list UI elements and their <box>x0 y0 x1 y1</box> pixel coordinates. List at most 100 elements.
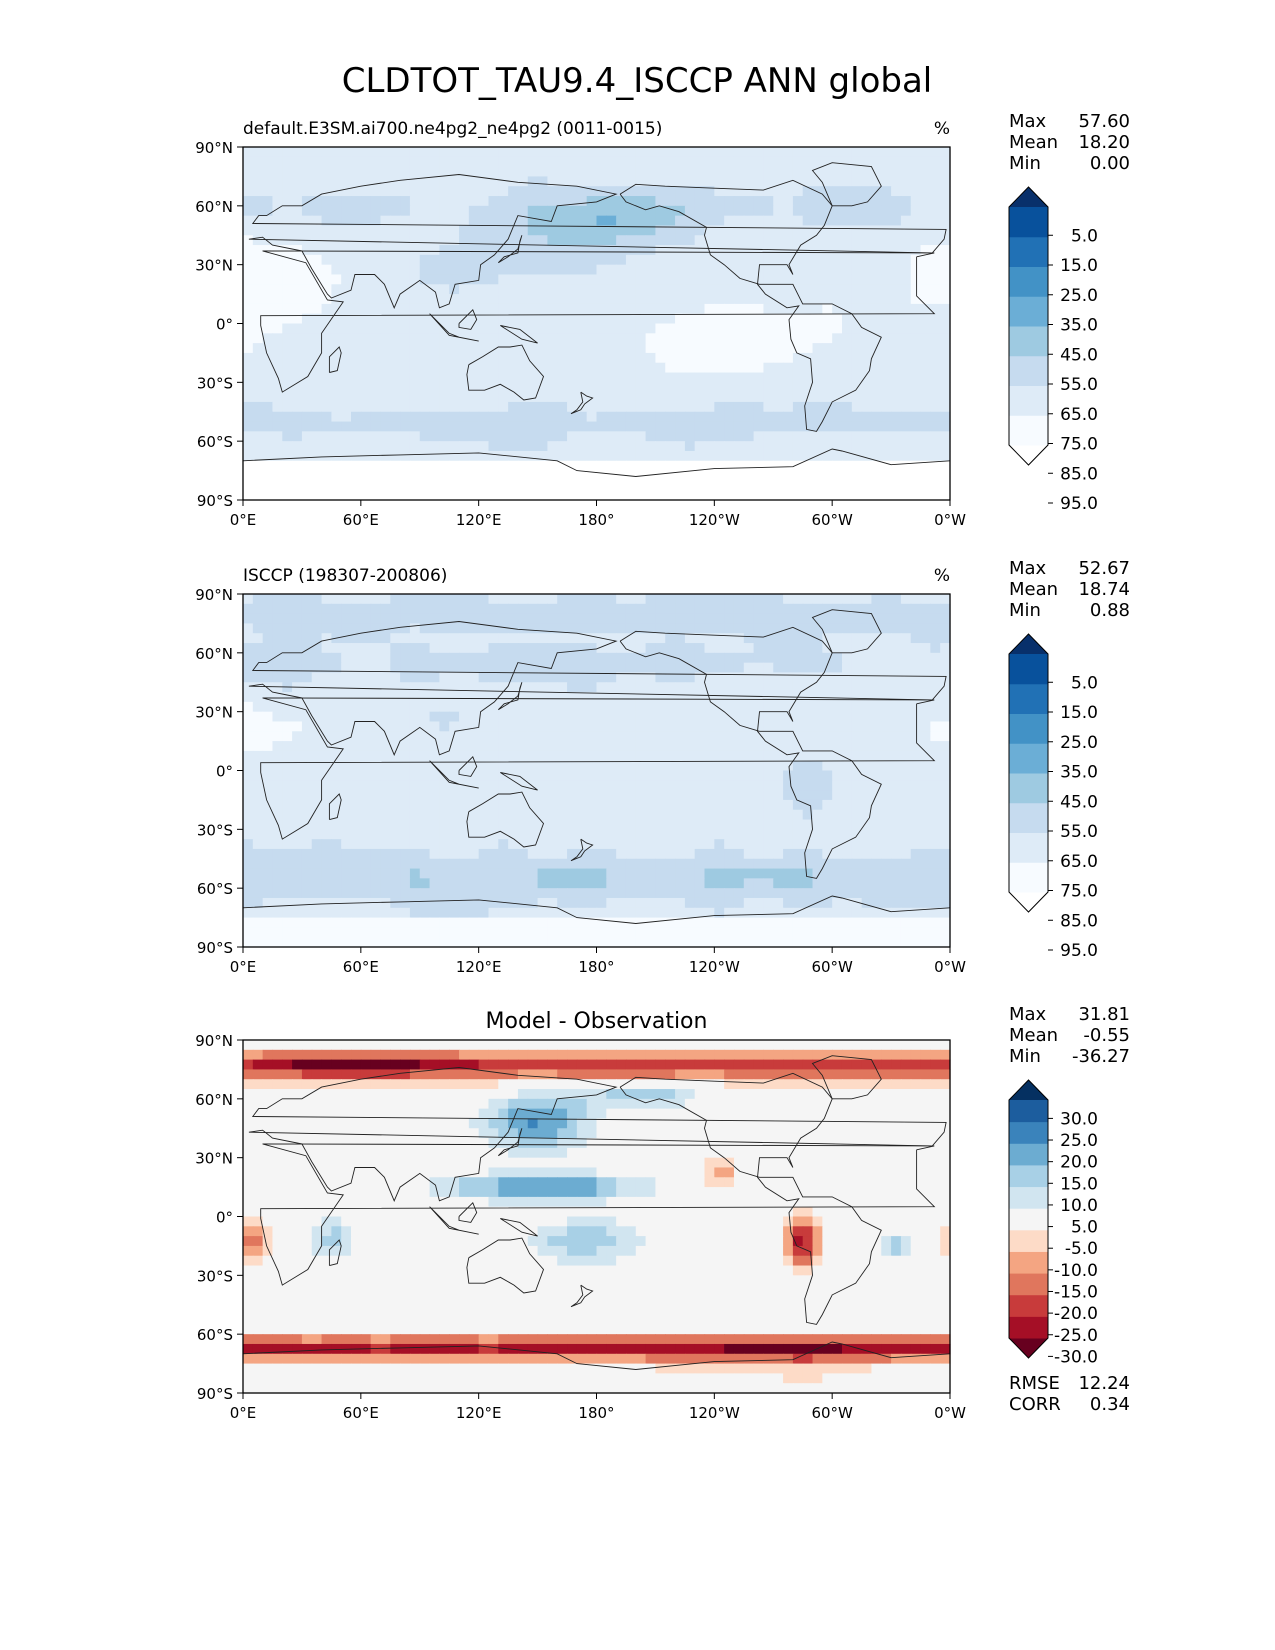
field-cell <box>704 819 715 830</box>
field-cell <box>301 441 313 452</box>
field-cell <box>400 431 411 442</box>
field-cell <box>272 205 283 217</box>
field-cell <box>468 750 480 762</box>
field-cell <box>930 888 941 899</box>
field-cell <box>714 878 725 889</box>
field-cell <box>586 594 598 605</box>
field-cell <box>557 254 568 266</box>
field-cell <box>508 682 519 693</box>
field-cell <box>841 450 853 462</box>
field-cell <box>262 613 274 625</box>
field-cell <box>684 245 696 256</box>
field-cell <box>900 490 912 501</box>
field-cell <box>508 431 519 442</box>
field-cell <box>557 829 568 840</box>
field-cell <box>292 888 303 899</box>
field-cell <box>920 897 931 909</box>
field-cell <box>419 176 431 187</box>
field-cell <box>645 411 657 423</box>
field-cell <box>272 594 283 605</box>
field-cell <box>400 829 411 840</box>
field-cell <box>252 682 264 693</box>
field-cell <box>321 205 332 217</box>
field-cell <box>930 741 941 752</box>
field-cell <box>665 186 676 197</box>
field-cell <box>390 760 401 772</box>
field-cell <box>498 790 509 801</box>
field-cell <box>419 790 431 801</box>
field-cell <box>351 662 362 674</box>
field-cell <box>498 176 509 187</box>
field-cell <box>508 594 519 605</box>
field-cell <box>370 490 382 501</box>
field-cell <box>527 780 539 791</box>
field-cell <box>851 652 863 664</box>
field-cell <box>576 897 588 909</box>
field-cell <box>900 662 912 674</box>
field-cell <box>243 362 254 374</box>
field-cell <box>871 741 882 752</box>
field-cell <box>851 603 863 615</box>
field-cell <box>380 819 391 830</box>
field-cell <box>645 431 657 442</box>
field-cell <box>763 225 774 236</box>
field-cell <box>822 868 833 879</box>
field-cell <box>517 470 529 481</box>
field-cell <box>547 750 558 762</box>
field-cell <box>341 333 352 344</box>
field-cell <box>400 839 411 850</box>
field-cell <box>282 254 293 266</box>
field-cell <box>409 176 421 187</box>
field-cell <box>920 294 931 305</box>
field-cell <box>783 264 794 276</box>
field-cell <box>351 594 362 605</box>
field-cell <box>851 431 863 442</box>
field-cell <box>714 692 725 703</box>
field-cell <box>871 196 882 207</box>
field-cell <box>449 313 460 325</box>
field-cell <box>419 603 431 615</box>
field-cell <box>891 799 902 811</box>
field-cell <box>851 858 863 870</box>
field-cell <box>773 868 784 879</box>
field-cell <box>508 711 519 723</box>
field-cell <box>419 156 431 168</box>
field-cell <box>547 839 558 850</box>
field-cell <box>645 741 657 752</box>
field-cell <box>606 401 617 413</box>
field-cell <box>292 790 303 801</box>
field-cell <box>802 490 814 501</box>
field-cell <box>871 254 882 266</box>
field-cell <box>351 147 362 158</box>
field-cell <box>812 770 823 781</box>
field-cell <box>409 692 421 703</box>
field-cell <box>655 245 666 256</box>
field-cell <box>645 868 657 879</box>
field-cell <box>851 868 863 879</box>
field-cell <box>694 790 706 801</box>
field-cell <box>311 760 323 772</box>
field-cell <box>684 411 696 423</box>
field-cell <box>429 662 440 674</box>
field-cell <box>380 450 391 462</box>
field-cell <box>351 352 362 364</box>
field-cell <box>704 490 715 501</box>
field-cell <box>419 672 431 683</box>
field-cell <box>645 362 657 374</box>
field-cell <box>321 441 332 452</box>
field-cell <box>243 411 254 423</box>
field-cell <box>341 274 352 285</box>
field-cell <box>783 196 794 207</box>
field-cell <box>498 480 509 491</box>
field-cell <box>596 156 607 168</box>
field-cell <box>390 692 401 703</box>
field-cell <box>517 809 529 821</box>
field-cell <box>616 235 627 246</box>
field-cell <box>390 848 401 860</box>
field-cell <box>567 868 578 879</box>
field-cell <box>262 760 274 772</box>
field-cell <box>900 186 912 197</box>
field-cell <box>292 156 303 168</box>
field-cell <box>851 450 863 462</box>
field-cell <box>252 633 264 644</box>
